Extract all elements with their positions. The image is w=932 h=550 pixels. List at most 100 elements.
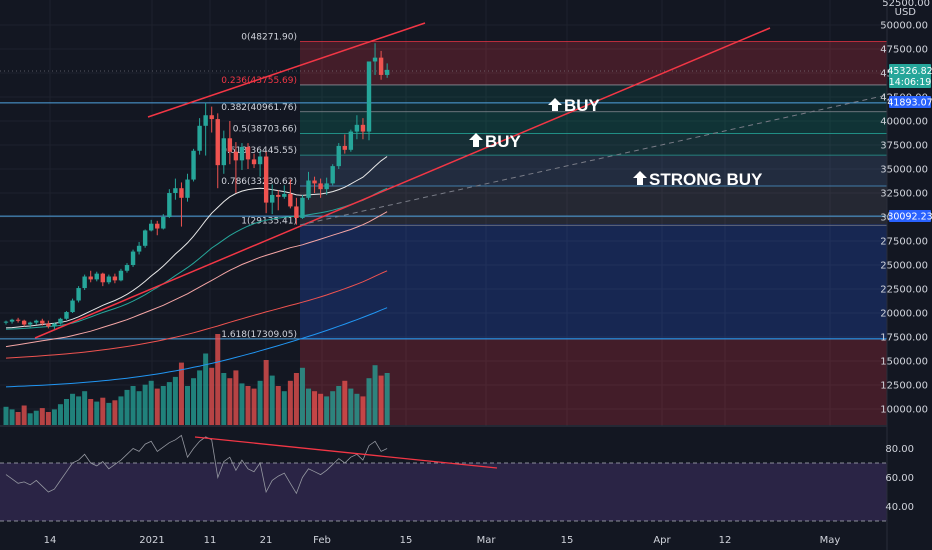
volume-bar xyxy=(299,367,305,425)
strong-buy-annotation: STRONG BUY xyxy=(633,170,763,189)
volume-bar xyxy=(366,378,372,425)
volume-bar xyxy=(378,375,384,425)
candle xyxy=(312,176,317,193)
price-tick-label: 25000.00 xyxy=(880,261,928,272)
rsi-tick-label: 60.00 xyxy=(885,473,914,484)
volume-bar xyxy=(57,404,63,425)
volume-bar xyxy=(275,386,281,425)
candle xyxy=(64,311,69,320)
trend-lines xyxy=(34,22,888,339)
candle xyxy=(221,130,226,174)
price-tick-label: 47500.00 xyxy=(880,45,928,56)
volume-bar xyxy=(172,376,178,425)
volume-bar xyxy=(166,382,172,425)
price-tick-label: 22500.00 xyxy=(880,285,928,296)
volume-bar xyxy=(15,412,21,425)
volume-bar xyxy=(51,409,57,425)
volume-bar xyxy=(9,409,15,425)
time-tick-label: 21 xyxy=(260,535,273,546)
volume-bar xyxy=(185,386,190,425)
price-axis[interactable]: 52500.00 USD 50000.0047500.0045000.00425… xyxy=(880,0,932,550)
volume-bar xyxy=(336,386,342,425)
buy-annotation-1: BUY xyxy=(548,96,601,115)
price-tick-label: 10000.00 xyxy=(880,405,928,416)
candle xyxy=(203,102,208,156)
fib-level-label: 0(48271.90) xyxy=(241,33,297,43)
candle xyxy=(112,273,118,284)
candle xyxy=(197,118,202,155)
rsi-band xyxy=(0,463,887,521)
candle xyxy=(276,190,281,211)
volume-bar xyxy=(281,391,287,425)
level-tag-upper: 41893.07 xyxy=(887,96,932,109)
fib-zones xyxy=(300,41,887,425)
volume-bar xyxy=(130,386,136,425)
volume-bar xyxy=(33,410,39,425)
candle xyxy=(245,143,251,169)
fib-level-label: 0.382(40961.76) xyxy=(221,103,297,113)
time-tick-label: Apr xyxy=(653,535,671,546)
volume-bar xyxy=(354,393,360,425)
level-tag-lower: 30092.23 xyxy=(887,210,932,223)
candle xyxy=(318,178,323,198)
price-tick-label: 35000.00 xyxy=(880,165,928,176)
price-tick-label: 27500.00 xyxy=(880,237,928,248)
candle xyxy=(76,286,81,303)
candle xyxy=(378,50,384,80)
time-tick-label: Feb xyxy=(313,535,331,546)
volume-bar xyxy=(3,406,9,425)
candle xyxy=(9,318,15,324)
volume-bar xyxy=(245,386,251,425)
buy-label-2: BUY xyxy=(485,132,522,151)
candle xyxy=(15,317,21,323)
candle xyxy=(28,321,33,328)
currency-label: USD xyxy=(895,7,917,18)
price-tick-label: 50000.00 xyxy=(880,21,928,32)
candle xyxy=(336,143,341,169)
time-axis[interactable]: 14 2021 11 21 Feb 15 Mar 15 Apr 12 May xyxy=(44,535,841,546)
candle xyxy=(251,153,257,169)
volume-bar xyxy=(106,402,112,425)
time-tick-label: 12 xyxy=(719,535,732,546)
volume-bar xyxy=(27,413,33,425)
volume-bar xyxy=(142,384,148,425)
time-tick-label: 15 xyxy=(561,535,574,546)
candle xyxy=(372,43,378,75)
candle xyxy=(58,317,63,325)
projection-dashed-line xyxy=(299,94,888,226)
moving-average-line xyxy=(5,156,388,329)
level-tag-upper-box xyxy=(889,96,931,108)
candle xyxy=(324,177,329,195)
up-arrow-icon xyxy=(633,171,647,185)
fib-level-label: 0.618(36445.55) xyxy=(221,146,297,156)
candle xyxy=(88,270,93,283)
price-tick-label: 32500.00 xyxy=(880,189,928,200)
candle xyxy=(288,179,293,209)
time-tick-label: Mar xyxy=(477,535,497,546)
price-tick-label: 15000.00 xyxy=(880,357,928,368)
volume-bar xyxy=(88,399,94,425)
time-tick-label: 2021 xyxy=(139,535,164,546)
volume-bar xyxy=(82,391,88,425)
candle xyxy=(161,214,166,230)
volume-bar xyxy=(76,396,82,425)
channel-lower-line xyxy=(34,27,771,339)
rsi-tick-label: 80.00 xyxy=(885,444,914,455)
volume-bar xyxy=(209,367,215,425)
fibonacci-levels: 0(48271.90) 0.236(43755.69) 0.382(40961.76… xyxy=(221,33,887,340)
candle xyxy=(46,320,51,329)
price-tick-label: 17500.00 xyxy=(880,333,928,344)
candle xyxy=(167,189,172,218)
volume-bar xyxy=(221,373,227,425)
fib-level-label: 1.618(17309.05) xyxy=(221,330,297,340)
candle xyxy=(142,229,148,248)
volume-bar xyxy=(136,391,142,425)
candle xyxy=(34,319,39,325)
volume-bar xyxy=(342,380,348,425)
rsi-ticks: 80.00 60.00 40.00 xyxy=(885,444,914,513)
fib-level-label: 1(29135.41) xyxy=(241,216,297,226)
candle xyxy=(94,271,99,282)
candle xyxy=(124,263,130,273)
